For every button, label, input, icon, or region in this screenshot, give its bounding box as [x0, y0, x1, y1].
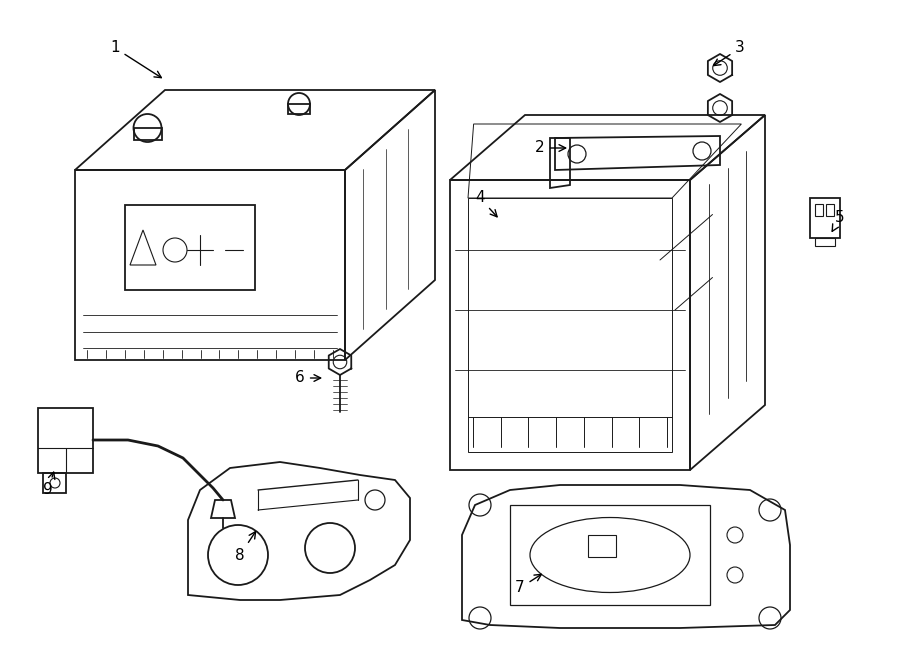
Text: 3: 3	[714, 40, 745, 65]
Text: 9: 9	[43, 472, 55, 498]
Text: 5: 5	[832, 210, 845, 231]
Text: 1: 1	[110, 40, 161, 77]
Bar	[826, 204, 834, 216]
Text: 6: 6	[295, 371, 320, 385]
Bar	[125, 205, 255, 290]
Text: 4: 4	[475, 190, 497, 217]
Text: 7: 7	[515, 574, 542, 596]
Bar	[588, 535, 616, 557]
Bar	[510, 505, 710, 605]
Bar	[815, 204, 823, 216]
Text: 8: 8	[235, 531, 256, 563]
Text: 2: 2	[536, 141, 566, 155]
